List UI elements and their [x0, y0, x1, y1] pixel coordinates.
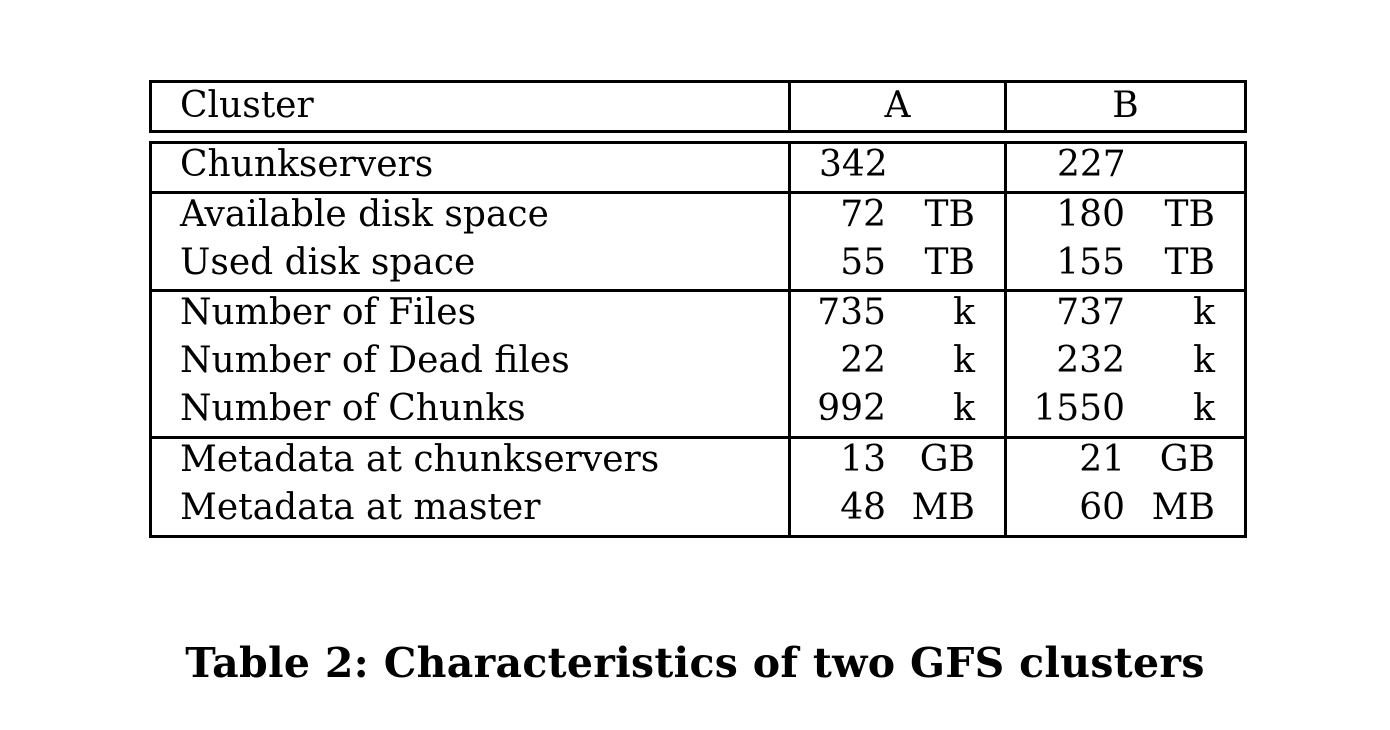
header-col-a: A — [884, 85, 911, 126]
row-label-dead-files: Number of Dead files — [180, 340, 570, 381]
body-divider-a — [788, 141, 791, 538]
row-label-number-of-files: Number of Files — [180, 292, 477, 333]
cell-a-chunks-value: 992 — [817, 388, 886, 429]
group-separator — [149, 191, 1247, 194]
group-separator — [149, 289, 1247, 292]
cell-b-dead-files-value: 232 — [1056, 340, 1125, 381]
header-divider-a — [788, 80, 791, 133]
row-label-metadata-master: Metadata at master — [180, 487, 541, 528]
cell-a-files-unit: k — [953, 292, 975, 333]
body-divider-b — [1004, 141, 1007, 538]
cell-b-metadata-master-value: 60 — [1079, 487, 1125, 528]
cell-a-chunks-unit: k — [953, 388, 975, 429]
cell-a-available-disk-unit: TB — [924, 194, 975, 235]
cell-b-files-value: 737 — [1056, 292, 1125, 333]
cell-b-chunkservers: 227 — [1057, 144, 1126, 185]
row-label-used-disk: Used disk space — [180, 242, 476, 283]
cell-a-metadata-master-unit: MB — [911, 487, 975, 528]
cell-a-used-disk-unit: TB — [924, 242, 975, 283]
cell-b-used-disk-unit: TB — [1164, 242, 1215, 283]
cell-a-dead-files-unit: k — [953, 340, 975, 381]
gfs-cluster-table: Cluster A B Chunkservers 342 227 Availab… — [149, 80, 1247, 538]
table-header — [149, 80, 1247, 133]
cell-a-used-disk-value: 55 — [840, 242, 886, 283]
cell-b-available-disk-unit: TB — [1164, 194, 1215, 235]
cell-b-available-disk-value: 180 — [1056, 194, 1125, 235]
table-caption: Table 2: Characteristics of two GFS clus… — [185, 639, 1205, 687]
cell-b-dead-files-unit: k — [1193, 340, 1215, 381]
cell-a-chunkservers: 342 — [819, 144, 888, 185]
cell-b-used-disk-value: 155 — [1056, 242, 1125, 283]
cell-b-metadata-chunkservers-value: 21 — [1079, 439, 1125, 480]
cell-b-metadata-chunkservers-unit: GB — [1159, 439, 1215, 480]
cell-a-metadata-master-value: 48 — [840, 487, 886, 528]
header-divider-b — [1004, 80, 1007, 133]
cell-b-files-unit: k — [1193, 292, 1215, 333]
cell-a-available-disk-value: 72 — [840, 194, 886, 235]
row-label-available-disk: Available disk space — [180, 194, 549, 235]
group-separator — [149, 436, 1247, 439]
table-body — [149, 141, 1247, 538]
header-col-b: B — [1112, 85, 1139, 126]
row-label-chunks: Number of Chunks — [180, 388, 526, 429]
cell-a-files-value: 735 — [817, 292, 886, 333]
cell-a-dead-files-value: 22 — [840, 340, 886, 381]
cell-b-metadata-master-unit: MB — [1151, 487, 1215, 528]
row-label-metadata-chunkservers: Metadata at chunkservers — [180, 439, 660, 480]
cell-a-metadata-chunkservers-value: 13 — [840, 439, 886, 480]
header-cluster-label: Cluster — [180, 85, 314, 126]
cell-b-chunks-unit: k — [1193, 388, 1215, 429]
row-label-chunkservers: Chunkservers — [180, 144, 434, 185]
cell-b-chunks-value: 1550 — [1033, 388, 1125, 429]
cell-a-metadata-chunkservers-unit: GB — [919, 439, 975, 480]
